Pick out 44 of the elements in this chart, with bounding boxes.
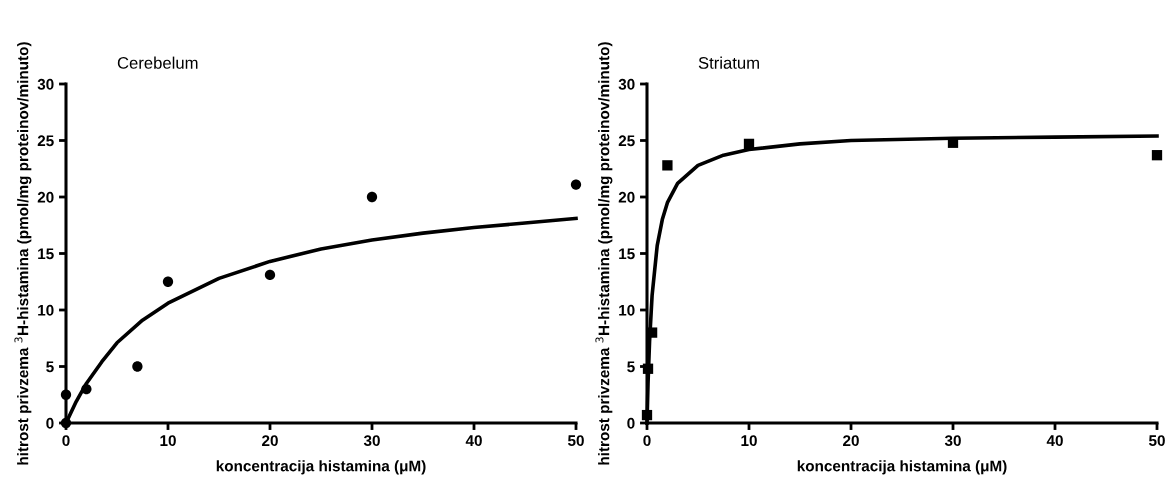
x-axis-title: koncentracija histamina (μM): [797, 460, 1007, 475]
x-tick-label: 40: [465, 435, 482, 447]
x-tick-label: 30: [363, 435, 380, 447]
y-tick-label: 25: [37, 135, 54, 147]
point: [366, 191, 378, 203]
point: [264, 269, 276, 281]
y-tick-label: 30: [618, 78, 635, 90]
point: [60, 389, 72, 400]
y-tick-label: 30: [37, 78, 54, 90]
point: [162, 276, 174, 287]
y-axis-title: hitrost privzema $^{3}$H-histamina (pmol/mg proteinov/minuto): [14, 42, 32, 465]
y-tick-label: 5: [627, 361, 635, 373]
y-tick-label: 20: [37, 191, 54, 203]
x-tick-label: 20: [843, 435, 859, 447]
x-tick-label: 40: [1046, 435, 1063, 447]
point: [641, 409, 653, 421]
y-tick-label: 20: [618, 191, 635, 203]
y-tick-label: 10: [38, 304, 54, 316]
point: [743, 138, 755, 150]
x-axis-title: koncentracija histamina (μM): [216, 460, 426, 475]
y-axis-title: hitrost privzema $^{3}$H-histamina (pmol/mg proteinov/minuto): [595, 42, 613, 465]
y-tick-label: 10: [619, 304, 635, 316]
x-tick-label: 20: [262, 435, 278, 447]
x-tick-label: 0: [643, 435, 651, 447]
x-tick-label: 50: [1148, 435, 1165, 447]
x-tick-label: 0: [62, 435, 70, 447]
y-tick-label: 15: [619, 248, 635, 260]
chart-title: Striatum: [698, 56, 759, 69]
point: [662, 160, 673, 171]
x-tick-label: 10: [741, 435, 757, 447]
point: [642, 363, 654, 374]
chart-title: Cerebelum: [117, 56, 198, 69]
x-tick-label: 30: [944, 435, 961, 447]
y-tick-label: 0: [46, 417, 54, 429]
point: [570, 179, 582, 190]
point: [81, 383, 92, 395]
y-tick-label: 0: [627, 417, 635, 429]
point: [1151, 150, 1163, 161]
y-tick-label: 25: [618, 135, 635, 147]
point: [132, 361, 143, 372]
x-tick-label: 50: [567, 435, 584, 447]
y-tick-label: 15: [38, 248, 54, 260]
y-tick-label: 5: [46, 361, 54, 373]
x-tick-label: 10: [160, 435, 176, 447]
